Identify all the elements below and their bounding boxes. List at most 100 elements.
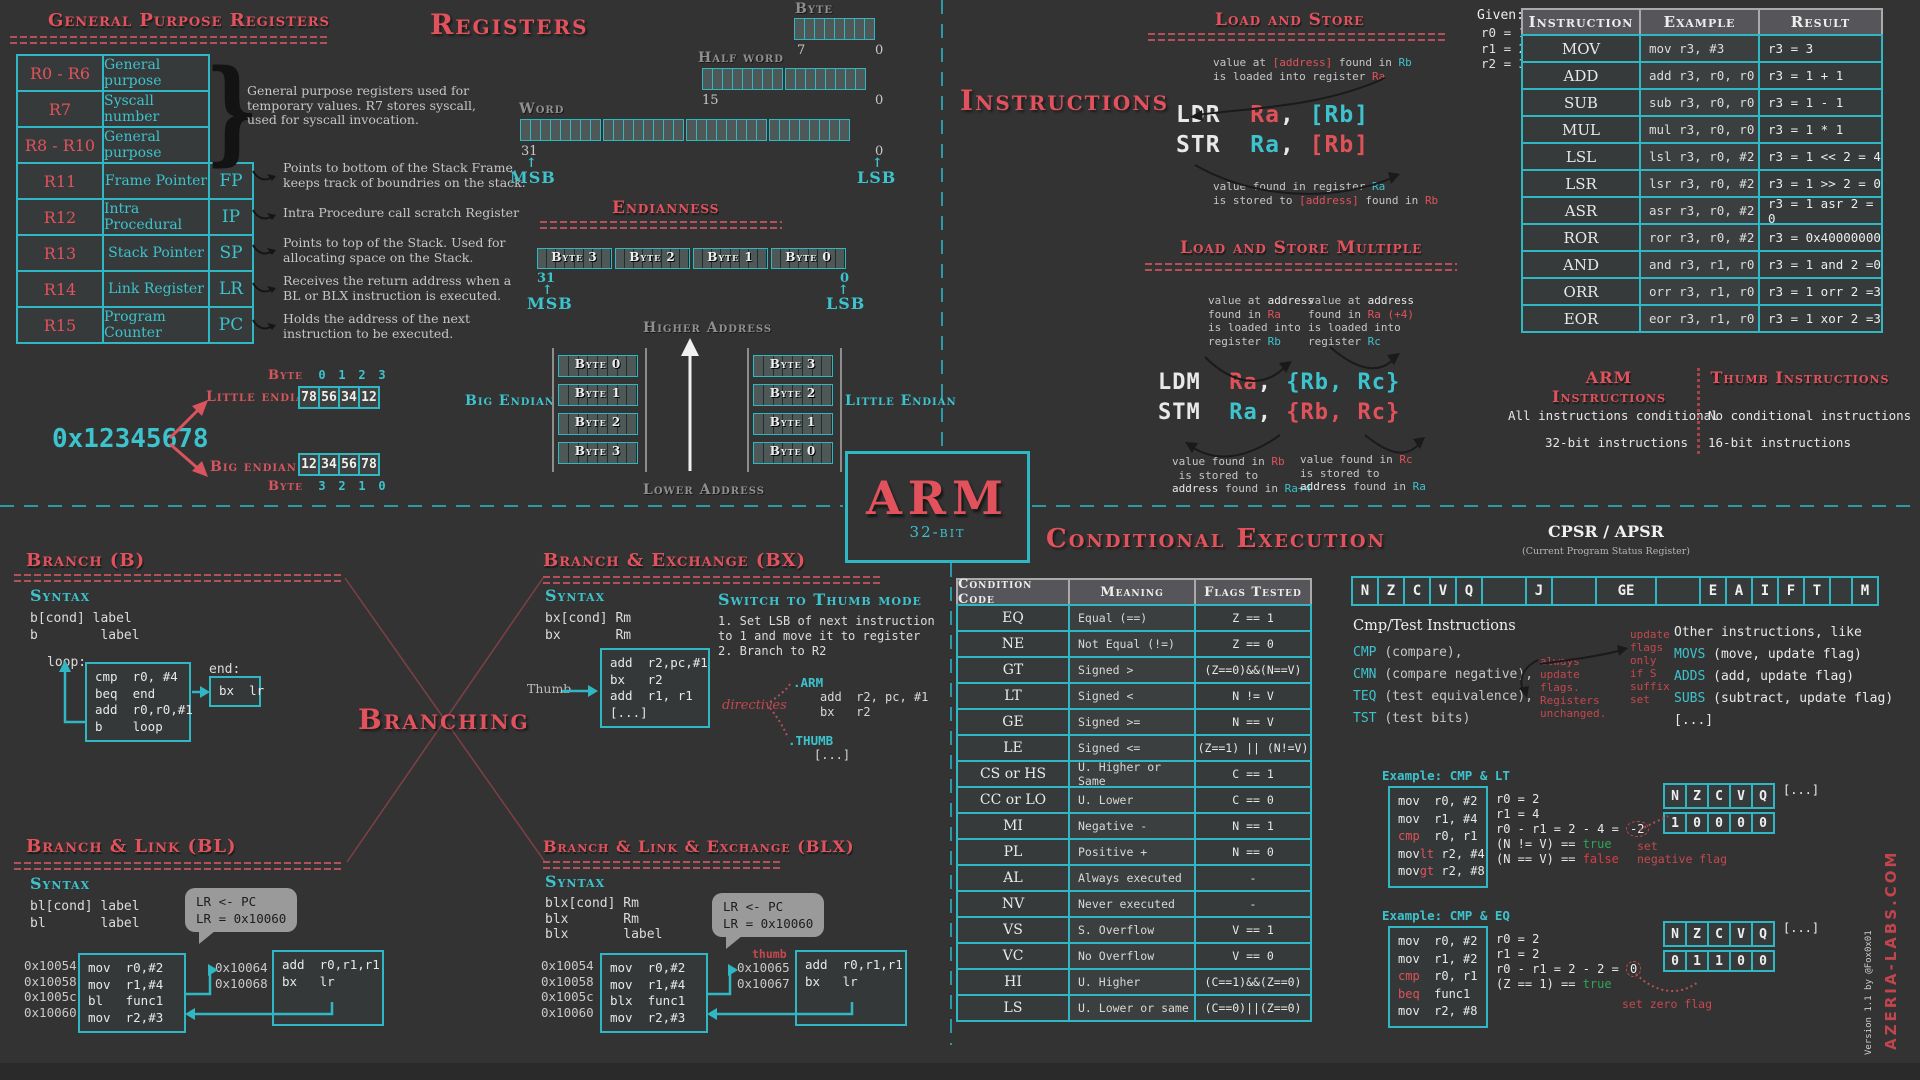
memory-byte-box: Byte 0 xyxy=(753,442,833,464)
other-instructions-list: Other instructions, like MOVS (move, upd… xyxy=(1674,625,1894,728)
flag-label-cell: Q xyxy=(1751,921,1775,947)
flag-more-label: [...] xyxy=(1783,921,1820,935)
condition-code: GT xyxy=(956,656,1070,684)
registers-title: Registers xyxy=(430,8,589,41)
flag-label-cell: V xyxy=(1729,921,1753,947)
instruction-name: ADD xyxy=(1521,61,1641,90)
memory-byte-box: Byte 1 xyxy=(558,384,638,406)
instruction-row: ORR orr r3, r1, r0 r3 = 1 orr 2 =3 xyxy=(1521,277,1883,306)
word-byte-group: Byte 1 xyxy=(693,248,768,269)
col-header-meaning: Meaning xyxy=(1068,578,1196,606)
up-arrow-icon: ↑ xyxy=(542,283,553,298)
section-connector-lines xyxy=(344,577,546,863)
condition-flags: - xyxy=(1194,890,1312,918)
condition-meaning: U. Lower xyxy=(1068,786,1196,814)
condition-row: NV Never executed - xyxy=(956,890,1312,918)
condition-code: NE xyxy=(956,630,1070,658)
condition-row: CS or HS U. Higher or Same C == 1 xyxy=(956,760,1312,788)
byte-index: 3 xyxy=(318,479,326,493)
flag-label-cell: C xyxy=(1707,921,1731,947)
condition-table-body: EQ Equal (==) Z == 1 NE Not Equal (!=) Z… xyxy=(956,604,1312,1022)
bit-group xyxy=(794,18,875,40)
col-header-example: Example xyxy=(1639,8,1760,36)
condition-code: CS or HS xyxy=(956,760,1070,788)
byte-hi-index: 7 xyxy=(797,43,806,58)
gp-register-desc: General purpose xyxy=(102,126,210,164)
endian-lo-index: 0 xyxy=(840,271,850,286)
cpsr-field-cell: E xyxy=(1699,576,1727,606)
cpsr-field-cell xyxy=(1481,576,1527,606)
cpsr-field-cell xyxy=(1829,576,1853,606)
memory-byte-label: Byte 2 xyxy=(574,415,622,429)
big-endian-bytes: 12 34 56 78 xyxy=(298,453,380,476)
byte-index: 0 xyxy=(318,368,326,382)
byte-lo-index: 0 xyxy=(875,43,884,58)
branch-bl-dashes xyxy=(14,862,344,870)
flag-value-cell: 0 xyxy=(1685,812,1709,834)
condition-flags: Z == 0 xyxy=(1194,630,1312,658)
instruction-name: EOR xyxy=(1521,304,1641,333)
memory-byte-label: Byte 0 xyxy=(769,444,817,458)
condition-flags: (C==1)&&(Z==0) xyxy=(1194,968,1312,996)
arm-thumb-divider xyxy=(1697,368,1700,454)
condition-table: Condition Code Meaning Flags Tested EQ E… xyxy=(956,577,1312,1022)
instruction-example: eor r3, r1, r0 xyxy=(1639,304,1760,333)
instruction-example: ror r3, r0, #2 xyxy=(1639,223,1760,252)
cpsr-field-cell: C xyxy=(1403,576,1431,606)
big-endian-column: Byte 0 Byte 1 Byte 2 Byte 3 xyxy=(558,355,638,464)
gp-register-alias: FP xyxy=(208,162,254,200)
bl-right-addresses: 0x10064 0x10068 xyxy=(215,960,268,991)
arm-logo-box: ARM 32-bit xyxy=(845,451,1030,563)
endian-hi-index: 31 xyxy=(537,271,556,286)
word-label: Word xyxy=(519,101,565,117)
footer-bar xyxy=(0,1063,1920,1080)
flag-more-label: [...] xyxy=(1783,783,1820,797)
higher-address-arrow-icon xyxy=(681,338,699,471)
flag-label-cell: N xyxy=(1663,921,1687,947)
gp-registers-title: General Purpose Registers xyxy=(48,10,330,31)
instructions-title: Instructions xyxy=(960,84,1170,117)
endianness-title: Endianness xyxy=(612,198,720,218)
condition-code: PL xyxy=(956,838,1070,866)
gp-register-alias: PC xyxy=(208,306,254,344)
given-label: Given: xyxy=(1477,8,1524,23)
load-store-title: Load and Store xyxy=(1215,10,1365,30)
instruction-result: r3 = 1 - 1 xyxy=(1758,88,1883,117)
gp-brace-note: General purpose registers used for tempo… xyxy=(247,83,476,127)
gp-register-row: R15 Program Counter PC xyxy=(16,306,254,344)
switch-thumb-steps: 1. Set LSB of next instruction to 1 and … xyxy=(718,614,935,658)
gp-register-alias: LR xyxy=(208,270,254,308)
arm-logo-title: ARM xyxy=(866,471,1009,525)
cpsr-field-cell: F xyxy=(1777,576,1805,606)
condition-flags: C == 1 xyxy=(1194,760,1312,788)
instruction-result: r3 = 3 xyxy=(1758,34,1883,63)
condition-code: CC or LO xyxy=(956,786,1070,814)
arm-logo-subtitle: 32-bit xyxy=(909,523,966,541)
conditional-title: Conditional Execution xyxy=(1046,524,1386,554)
always-update-note: always update flags. Registers unchanged… xyxy=(1540,655,1607,720)
condition-meaning: Not Equal (!=) xyxy=(1068,630,1196,658)
gp-register-name: R15 xyxy=(16,306,104,344)
bl-lr-bubble: LR <- PC LR = 0x10060 xyxy=(185,888,298,944)
instruction-row: EOR eor r3, r1, r0 r3 = 1 xor 2 =3 xyxy=(1521,304,1883,333)
condition-row: HI U. Higher (C==1)&&(Z==0) xyxy=(956,968,1312,996)
bit-group xyxy=(686,119,767,141)
lsm-arcs-icon xyxy=(1185,346,1425,458)
condition-code: LE xyxy=(956,734,1070,762)
blx-left-addresses: 0x10054 0x10058 0x1005c 0x10060 xyxy=(541,958,594,1020)
cpsr-field-cell: J xyxy=(1525,576,1553,606)
byte-value-cell: 56 xyxy=(338,453,360,476)
flag-value-cell: 0 xyxy=(1729,812,1753,834)
byte-value-cell: 12 xyxy=(298,453,320,476)
byte-index: 0 xyxy=(378,479,386,493)
condition-flags: N == 1 xyxy=(1194,812,1312,840)
thumb-directive-more: [...] xyxy=(814,748,851,762)
example-eq-code-box: mov r0, #2 mov r1, #2 cmp r0, r1 beq fun… xyxy=(1388,926,1488,1028)
flag-value-cell: 1 xyxy=(1707,950,1731,972)
arm-directive: .ARM xyxy=(793,675,824,690)
cpsr-field-cell: A xyxy=(1725,576,1753,606)
instruction-example: lsr r3, r0, #2 xyxy=(1639,169,1760,198)
instruction-result: r3 = 1 and 2 =0 xyxy=(1758,250,1883,279)
